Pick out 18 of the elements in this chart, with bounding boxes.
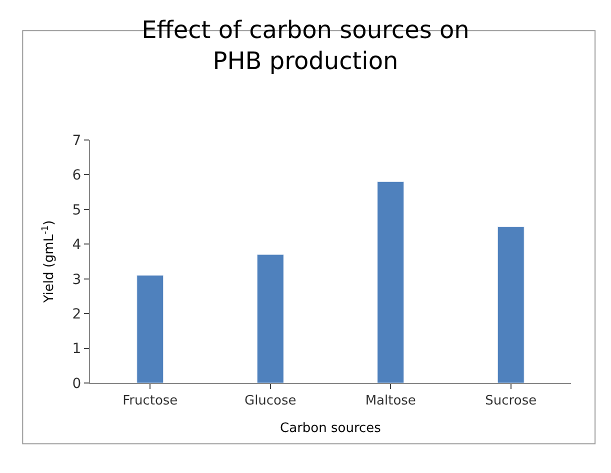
y-tick-label: 6 [72, 168, 82, 184]
bar [497, 226, 524, 383]
y-tick-label: 2 [72, 306, 82, 322]
y-tick-label: 0 [72, 376, 82, 392]
y-tick-label: 7 [72, 132, 82, 149]
bar [377, 181, 404, 383]
y-tick-label: 3 [72, 272, 82, 288]
x-tick-label: Glucose [244, 394, 296, 409]
y-tick-label: 5 [72, 202, 82, 218]
x-tick-label: Sucrose [485, 394, 537, 409]
chart-title: Effect of carbon sources on PHB production [142, 16, 470, 76]
bar [256, 254, 284, 383]
x-tick-label: Maltose [365, 394, 416, 409]
bar [136, 275, 164, 383]
y-tick-label: 4 [72, 237, 82, 254]
x-tick-label: Fructose [122, 394, 178, 409]
y-tick-label: 1 [72, 341, 82, 358]
x-axis-title: Carbon sources [280, 421, 382, 436]
